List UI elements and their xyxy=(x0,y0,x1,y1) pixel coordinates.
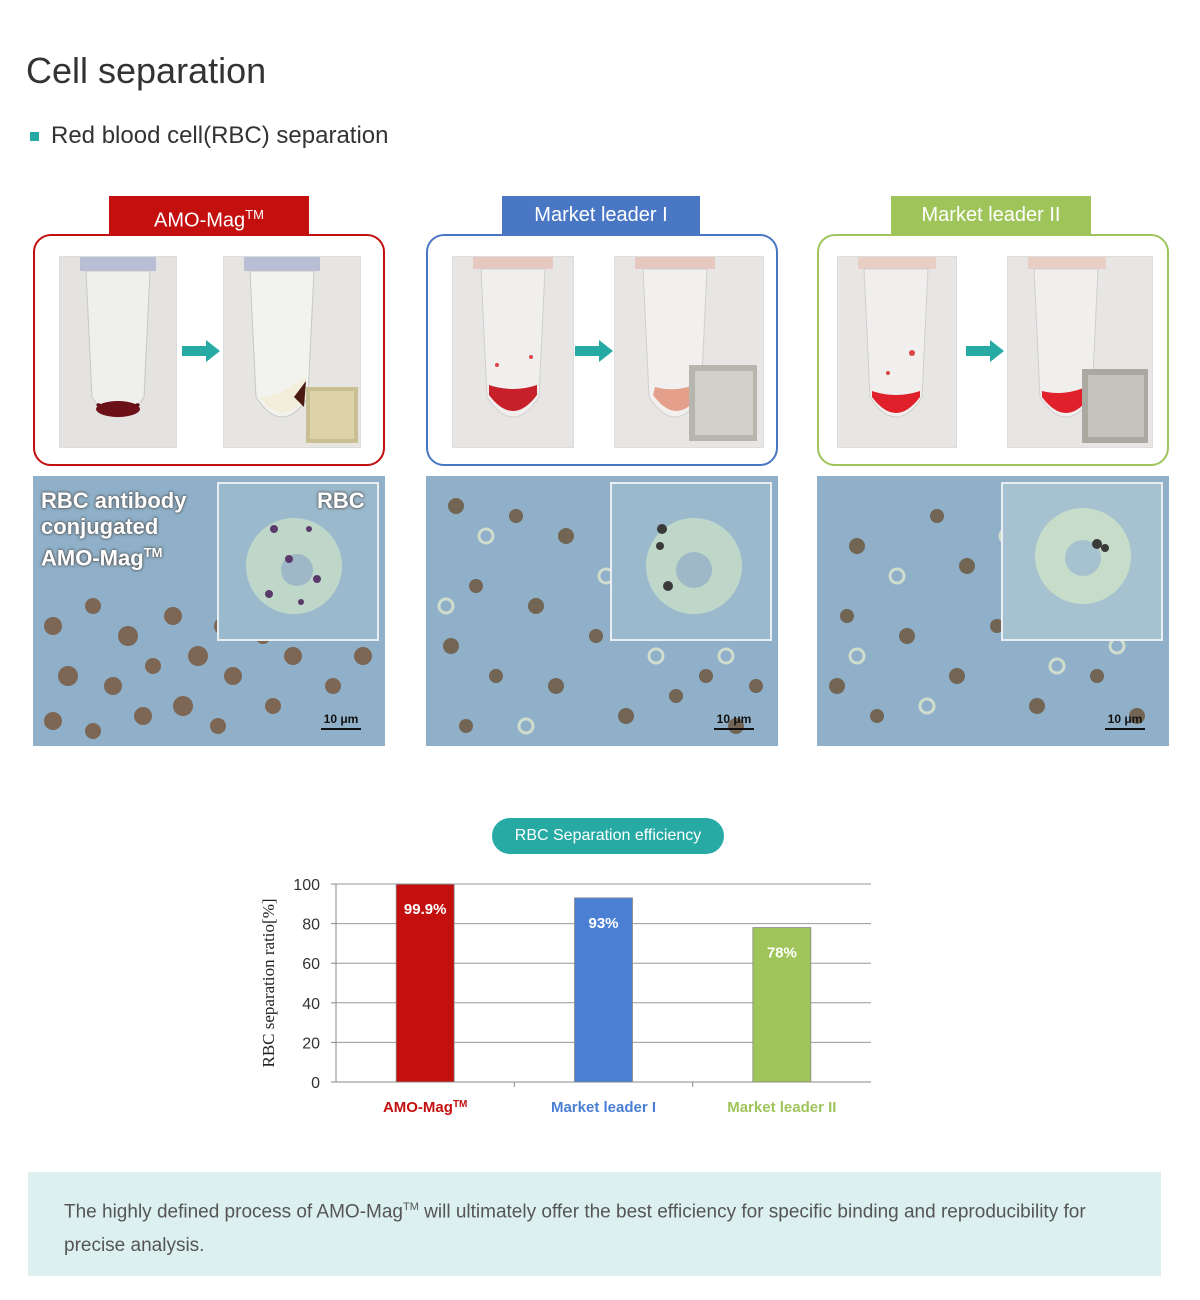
category-label: AMO-MagTM xyxy=(383,1099,467,1117)
y-tick-label: 80 xyxy=(302,917,320,934)
scale-bar: 10 μm xyxy=(714,712,754,730)
annotation-line-1: RBC antibody xyxy=(41,488,187,513)
chart-title-pill: RBC Separation efficiency xyxy=(492,818,724,854)
panel-market-leader-1: Market leader I xyxy=(426,196,778,746)
scale-bar: 10 μm xyxy=(1105,712,1145,730)
category-label: Market leader I xyxy=(551,1099,656,1116)
scale-bar-label: 10 μm xyxy=(716,712,752,726)
tube-after-photo xyxy=(223,256,361,448)
rbc-separation-chart: 0 20 40 60 80 100 RBC separation ratio[%] 99.9%… xyxy=(259,877,871,1117)
tube-photo-box xyxy=(33,234,385,466)
tube-before-photo xyxy=(837,256,957,448)
data-label: 93% xyxy=(588,915,618,932)
bar-2 xyxy=(574,897,633,1083)
trademark-sup: TM xyxy=(403,1201,419,1213)
trademark-sup: TM xyxy=(453,1099,467,1110)
section-subtitle: Red blood cell(RBC) separation xyxy=(30,122,389,150)
rbc-label: RBC xyxy=(317,488,365,513)
panel-market-leader-2: Market leader II xyxy=(817,196,1169,746)
trademark-sup: TM xyxy=(245,207,264,222)
trademark-sup: TM xyxy=(143,545,163,560)
microscope-image: 10 μm xyxy=(817,476,1169,746)
summary-text-part-1: The highly defined process of AMO-Mag xyxy=(64,1201,404,1223)
data-label: 99.9% xyxy=(404,901,447,918)
panel-label-text: AMO-Mag xyxy=(154,209,246,232)
microscope-inset xyxy=(610,482,772,641)
section-subtitle-text: Red blood cell(RBC) separation xyxy=(51,122,389,149)
y-tick-label: 40 xyxy=(302,996,320,1013)
tube-after-photo xyxy=(614,256,764,448)
category-label: Market leader II xyxy=(727,1099,836,1116)
annotation-line-3: AMO-MagTM xyxy=(41,540,186,571)
panel-label: Market leader I xyxy=(502,196,700,234)
page-title: Cell separation xyxy=(26,50,267,91)
scale-bar: 10 μm xyxy=(321,712,361,730)
arrow-right-icon xyxy=(966,340,1004,362)
arrow-right-icon xyxy=(575,340,613,362)
y-tick-label: 100 xyxy=(293,877,320,894)
panel-amo-mag: AMO-MagTM xyxy=(33,196,385,746)
microscope-inset xyxy=(217,482,379,641)
microscope-image: RBC antibody conjugated AMO-MagTM RBC 10… xyxy=(33,476,385,746)
microscope-inset xyxy=(1001,482,1163,641)
microscope-image: 10 μm xyxy=(426,476,778,746)
data-label: 78% xyxy=(767,945,797,962)
bar-3 xyxy=(752,927,812,1083)
square-bullet-icon xyxy=(30,131,39,141)
scale-bar-label: 10 μm xyxy=(1107,712,1143,726)
scale-bar-label: 10 μm xyxy=(323,712,359,726)
tube-photo-box xyxy=(817,234,1169,466)
summary-text-part-2: will ultimately offer the best efficienc… xyxy=(64,1201,1086,1257)
y-tick-label: 20 xyxy=(302,1035,320,1052)
tube-before-photo xyxy=(59,256,177,448)
annotation-line-3-text: AMO-Mag xyxy=(41,545,144,571)
panel-label: Market leader II xyxy=(891,196,1091,234)
tube-before-photo xyxy=(452,256,574,448)
tube-after-photo xyxy=(1007,256,1153,448)
y-tick-label: 60 xyxy=(302,956,320,973)
rbc-antibody-annotation: RBC antibody conjugated AMO-MagTM xyxy=(41,488,186,571)
y-axis-label: RBC separation ratio[%] xyxy=(259,898,278,1067)
panel-label: AMO-MagTM xyxy=(109,196,309,234)
summary-footer: The highly defined process of AMO-MagTM … xyxy=(28,1172,1161,1276)
tube-photo-box xyxy=(426,234,778,466)
y-tick-label: 0 xyxy=(311,1075,320,1092)
summary-text: The highly defined process of AMO-MagTM … xyxy=(64,1190,1131,1263)
arrow-right-icon xyxy=(182,340,220,362)
annotation-line-2: conjugated xyxy=(41,514,159,539)
bar-1 xyxy=(395,883,455,1083)
